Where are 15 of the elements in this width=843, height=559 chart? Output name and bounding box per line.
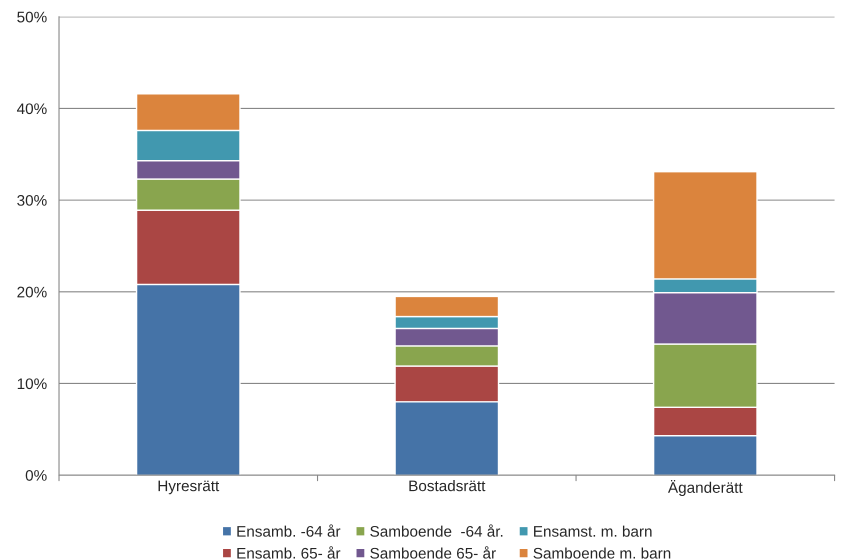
legend-label: Ensamst. m. barn (534, 526, 652, 537)
x-tick-label: Hyresrätt (158, 480, 220, 494)
y-tick-label: 40% (16, 103, 47, 114)
legend-label: Samboende -64 år. (370, 524, 502, 537)
y-tick-label: 20% (17, 286, 47, 298)
y-tick-label: 50% (17, 12, 47, 22)
y-tick-label: 30% (17, 194, 47, 206)
x-tick-label: Bostadsrätt (409, 480, 486, 492)
legend-label: Samboende 65- år (370, 546, 496, 559)
legend-label: Ensamb. -64 år (237, 524, 340, 537)
y-tick-label: 10% (18, 378, 47, 390)
legend-label: Ensamb. 65- år (237, 546, 340, 559)
y-tick-label: 0% (26, 470, 47, 481)
legend-label: Samboende m. barn (533, 547, 670, 559)
x-tick-label: Äganderätt (668, 480, 743, 496)
